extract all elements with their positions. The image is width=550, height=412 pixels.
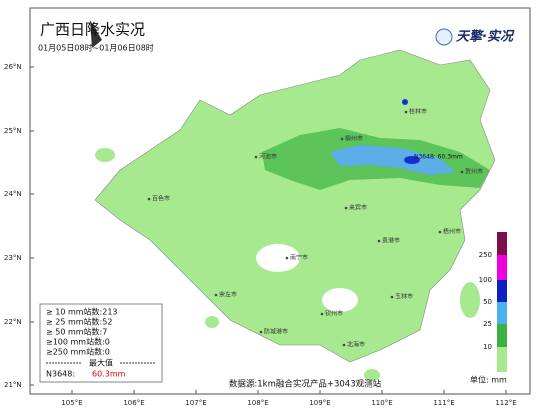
city-label: 崇左市 xyxy=(219,291,237,299)
colorbar-label: 100 xyxy=(479,276,492,284)
rain-patch xyxy=(364,369,380,381)
lon-label: 111°E xyxy=(433,399,454,407)
city-label: 来宾市 xyxy=(349,204,367,212)
city-label: 贵港市 xyxy=(382,237,400,245)
rain-patch xyxy=(95,148,115,162)
rain-spot xyxy=(402,99,408,105)
city-label: 桂林市 xyxy=(409,108,427,116)
city-dot xyxy=(340,137,344,141)
rain-patch xyxy=(460,282,480,318)
lat-label: 24°N xyxy=(4,190,22,198)
lon-label: 112°E xyxy=(495,399,516,407)
city-dot xyxy=(438,230,442,234)
lat-label: 25°N xyxy=(4,127,22,135)
dry-area xyxy=(256,244,300,272)
city-label: 河池市 xyxy=(259,153,277,161)
rain-patch xyxy=(121,178,139,192)
city-label: 贺州市 xyxy=(465,168,483,176)
city-label: 柳州市 xyxy=(345,135,363,143)
city-dot xyxy=(320,312,324,316)
stats-max-station: N3648: xyxy=(46,370,75,379)
lon-label: 108°E xyxy=(247,399,268,407)
lon-label: 109°E xyxy=(309,399,330,407)
colorbar xyxy=(497,232,507,372)
stats-max-value: 60.3mm xyxy=(92,370,126,379)
stats-row: ≥100 mm站数:0 xyxy=(46,337,110,347)
colorbar-segment xyxy=(497,324,507,347)
title: 广西日降水实况 xyxy=(40,21,145,39)
colorbar-segment xyxy=(497,302,507,324)
city-dot xyxy=(342,343,346,347)
city-dot xyxy=(390,295,394,299)
city-dot xyxy=(259,330,263,334)
logo-icon xyxy=(435,28,453,46)
city-dot xyxy=(285,256,289,260)
city-dot xyxy=(254,155,258,159)
city-label: 梧州市 xyxy=(443,228,461,236)
city-dot xyxy=(460,170,464,174)
north-arrow xyxy=(90,20,102,48)
stats-max-header: 最大值 xyxy=(89,358,113,368)
city-label: 玉林市 xyxy=(395,293,413,301)
rain-patch xyxy=(205,316,219,328)
city-dot xyxy=(147,197,151,201)
lat-label: 23°N xyxy=(4,254,22,262)
lon-label: 110°E xyxy=(371,399,392,407)
lat-label: 21°N xyxy=(4,381,22,389)
stats-row: ≥250 mm站数:0 xyxy=(46,347,110,357)
city-label: 南宁市 xyxy=(290,254,308,262)
rain-100 xyxy=(404,156,420,164)
colorbar-label: 50 xyxy=(483,298,492,306)
lat-label: 22°N xyxy=(4,318,22,326)
city-dot xyxy=(344,206,348,210)
colorbar-segment xyxy=(497,347,507,372)
province-border xyxy=(94,49,496,363)
colorbar-label: 10 xyxy=(483,343,492,351)
lon-label: 107°E xyxy=(185,399,206,407)
colorbar-segment xyxy=(497,280,507,302)
subtitle: 01月05日08时~01月06日08时 xyxy=(38,43,154,53)
city-label: 钦州市 xyxy=(325,310,343,318)
dry-area xyxy=(322,288,358,312)
stats-row: ≥ 50 mm站数:7 xyxy=(46,327,107,337)
rain-10 xyxy=(95,50,495,362)
lon-label: 105°E xyxy=(61,399,82,407)
city-dot xyxy=(404,110,408,114)
source: 数据源:1km融合实况产品+3043观测站 xyxy=(229,379,382,390)
colorbar-segment xyxy=(497,232,507,255)
rain-50 xyxy=(330,145,455,175)
max-marker: N3648: 60.3mm xyxy=(414,154,463,161)
colorbar-label: 250 xyxy=(479,251,492,259)
colorbar-unit: 单位: mm xyxy=(470,375,507,385)
stats-box xyxy=(39,303,163,383)
colorbar-label: 25 xyxy=(483,320,492,328)
city-label: 百色市 xyxy=(152,195,170,203)
colorbar-segment xyxy=(497,255,507,280)
city-dot xyxy=(377,239,381,243)
stats-row: ≥ 25 mm站数:52 xyxy=(46,317,112,327)
lat-label: 26°N xyxy=(4,63,22,71)
city-label: 防城港市 xyxy=(264,328,288,336)
stats-row: ≥ 10 mm站数:213 xyxy=(46,307,118,317)
city-dot xyxy=(214,293,218,297)
lon-label: 106°E xyxy=(123,399,144,407)
city-label: 北海市 xyxy=(347,341,365,349)
rain-area xyxy=(95,50,495,381)
logo: 天擎·实况 xyxy=(456,29,515,45)
